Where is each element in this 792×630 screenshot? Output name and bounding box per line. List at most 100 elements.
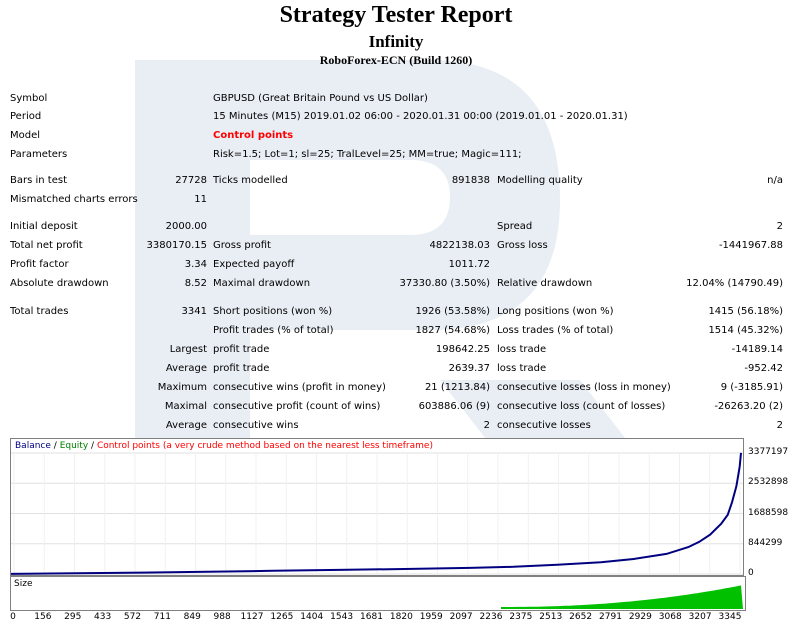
x-tick-label: 572 bbox=[123, 612, 142, 622]
maximal-label: Maximal bbox=[164, 401, 207, 412]
average-consecutive-wins-value: 2 bbox=[483, 420, 490, 431]
gross-profit-value: 4822138.03 bbox=[429, 240, 490, 251]
max-consecutive-losses-label: consecutive losses (loss in money) bbox=[497, 382, 671, 393]
symbol-value: GBPUSD (Great Britain Pound vs US Dollar… bbox=[213, 93, 428, 104]
mismatched-errors-label: Mismatched charts errors bbox=[10, 194, 138, 205]
x-tick-label: 2513 bbox=[539, 612, 563, 622]
x-tick-label: 2791 bbox=[599, 612, 622, 622]
maximal-consecutive-loss-label: consecutive loss (count of losses) bbox=[497, 401, 666, 412]
mismatched-errors-value: 11 bbox=[194, 194, 207, 205]
relative-drawdown-label: Relative drawdown bbox=[497, 278, 593, 289]
x-tick-label: 988 bbox=[213, 612, 231, 622]
profit-factor-label: Profit factor bbox=[10, 259, 69, 270]
x-tick-label: 2652 bbox=[569, 612, 593, 622]
legend-equity: Equity bbox=[59, 441, 89, 451]
server-build: RoboForex-ECN (Build 1260) bbox=[319, 53, 473, 67]
x-tick-label: 3068 bbox=[658, 612, 682, 622]
average-profit-value: 2639.37 bbox=[448, 363, 490, 374]
absolute-drawdown-value: 8.52 bbox=[184, 278, 207, 289]
initial-deposit-label: Initial deposit bbox=[10, 221, 78, 232]
size-fill bbox=[501, 585, 743, 609]
maximal-consecutive-profit-value: 603886.06 (9) bbox=[418, 401, 490, 412]
x-tick-label: 711 bbox=[153, 612, 171, 622]
x-tick-label: 2929 bbox=[628, 612, 652, 622]
balance-chart: Balance / Equity / Control points (a ver… bbox=[10, 438, 744, 576]
relative-drawdown-value: 12.04% (14790.49) bbox=[686, 278, 783, 289]
period-label: Period bbox=[10, 111, 42, 122]
expected-payoff-label: Expected payoff bbox=[213, 259, 295, 270]
maximal-drawdown-value: 37330.80 (3.50%) bbox=[399, 278, 490, 289]
loss-trades-label: Loss trades (% of total) bbox=[497, 325, 614, 336]
x-tick-label: 1820 bbox=[389, 612, 413, 622]
average-consecutive-label: Average bbox=[165, 420, 207, 431]
total-trades-value: 3341 bbox=[181, 306, 207, 317]
parameters-label: Parameters bbox=[10, 149, 68, 160]
average-consecutive-losses-value: 2 bbox=[776, 420, 783, 431]
absolute-drawdown-label: Absolute drawdown bbox=[10, 278, 109, 289]
balance-line bbox=[11, 452, 742, 575]
bars-label: Bars in test bbox=[10, 175, 67, 186]
total-net-profit-value: 3380170.15 bbox=[146, 240, 207, 251]
expected-payoff-value: 1011.72 bbox=[448, 259, 490, 270]
spread-label: Spread bbox=[497, 221, 533, 232]
x-tick-label: 1127 bbox=[240, 612, 264, 622]
gross-profit-label: Gross profit bbox=[213, 240, 271, 251]
loss-trades-value: 1514 (45.32%) bbox=[708, 325, 783, 336]
maximum-label: Maximum bbox=[157, 382, 207, 393]
profit-trades-value: 1827 (54.68%) bbox=[415, 325, 490, 336]
x-tick-label: 295 bbox=[64, 612, 82, 622]
average-profit-label: profit trade bbox=[213, 363, 270, 374]
long-positions-value: 1415 (56.18%) bbox=[708, 306, 783, 317]
average-loss-label: loss trade bbox=[497, 363, 547, 374]
largest-label: Largest bbox=[169, 344, 207, 355]
profit-trades-label: Profit trades (% of total) bbox=[213, 325, 334, 336]
modelling-quality-label: Modelling quality bbox=[497, 175, 583, 186]
x-tick-label: 3345 bbox=[718, 612, 742, 622]
legend-control-points: Control points (a very crude method base… bbox=[96, 441, 433, 451]
size-label: Size bbox=[14, 579, 33, 589]
max-consecutive-wins-label: consecutive wins (profit in money) bbox=[213, 382, 386, 393]
y-tick-label: 844299 bbox=[748, 537, 783, 548]
x-tick-label: 1959 bbox=[419, 612, 443, 622]
profit-factor-value: 3.34 bbox=[184, 259, 207, 270]
maximal-drawdown-label: Maximal drawdown bbox=[213, 278, 311, 289]
average-consecutive-wins-label: consecutive wins bbox=[213, 420, 299, 431]
bars-value: 27728 bbox=[175, 175, 207, 186]
largest-profit-label: profit trade bbox=[213, 344, 270, 355]
x-tick-label: 433 bbox=[94, 612, 112, 622]
total-net-profit-label: Total net profit bbox=[10, 240, 83, 251]
short-positions-value: 1926 (53.58%) bbox=[415, 306, 490, 317]
initial-deposit-value: 2000.00 bbox=[165, 221, 207, 232]
short-positions-label: Short positions (won %) bbox=[213, 306, 333, 317]
expert-name: Infinity bbox=[368, 32, 424, 51]
average-consecutive-losses-label: consecutive losses bbox=[497, 420, 591, 431]
max-consecutive-losses-value: 9 (-3185.91) bbox=[720, 382, 783, 393]
x-tick-label: 1543 bbox=[330, 612, 354, 622]
x-tick-label: 2236 bbox=[479, 612, 503, 622]
x-tick-label: 0 bbox=[10, 612, 16, 622]
x-tick-label: 156 bbox=[34, 612, 52, 622]
long-positions-label: Long positions (won %) bbox=[497, 306, 614, 317]
x-tick-label: 2375 bbox=[509, 612, 533, 622]
max-consecutive-wins-value: 21 (1213.84) bbox=[424, 382, 490, 393]
model-label: Model bbox=[10, 130, 41, 141]
x-tick-label: 1681 bbox=[360, 612, 383, 622]
legend-balance: Balance bbox=[15, 441, 51, 451]
average-loss-value: -952.42 bbox=[744, 363, 783, 374]
x-tick-label: 2097 bbox=[449, 612, 473, 622]
x-tick-label: 1404 bbox=[300, 612, 324, 622]
balance-plot bbox=[11, 452, 743, 575]
largest-loss-label: loss trade bbox=[497, 344, 547, 355]
ticks-value: 891838 bbox=[451, 175, 490, 186]
report-title: Strategy Tester Report bbox=[279, 2, 513, 28]
chart-legend: Balance / Equity / Control points (a ver… bbox=[15, 441, 433, 451]
size-plot bbox=[501, 585, 743, 609]
size-panel: Size bbox=[10, 576, 746, 611]
y-tick-label: 0 bbox=[748, 568, 754, 578]
largest-profit-value: 198642.25 bbox=[435, 344, 490, 355]
gross-loss-label: Gross loss bbox=[497, 240, 548, 251]
ticks-label: Ticks modelled bbox=[213, 175, 288, 186]
parameters-value: Risk=1.5; Lot=1; sl=25; TralLevel=25; MM… bbox=[213, 149, 522, 160]
gross-loss-value: -1441967.88 bbox=[718, 240, 783, 251]
y-tick-label: 3377197 bbox=[748, 447, 789, 457]
